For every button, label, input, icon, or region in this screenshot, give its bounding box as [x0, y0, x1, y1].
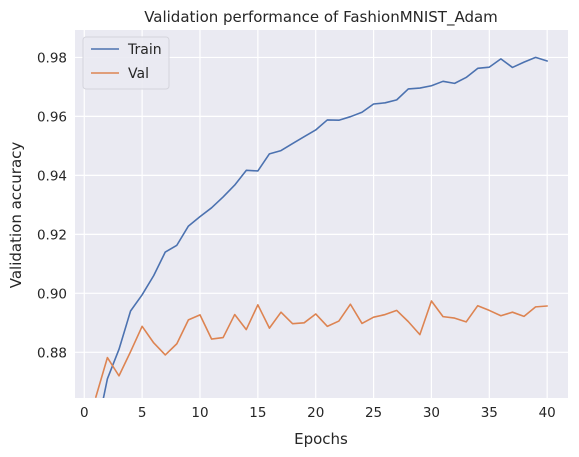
x-axis-label: Epochs	[294, 430, 348, 448]
x-tick-label: 30	[423, 405, 440, 421]
series-line-train	[102, 56, 548, 398]
x-tick-label: 0	[80, 405, 89, 421]
y-tick-label: 0.88	[37, 345, 67, 361]
gridlines	[75, 30, 568, 398]
x-tick-label: 10	[191, 405, 208, 421]
y-tick-label: 0.96	[37, 109, 67, 125]
y-axis-label: Validation accuracy	[7, 142, 25, 289]
series-line-val	[95, 300, 548, 398]
y-tick-label: 0.90	[37, 286, 67, 302]
y-tick-label: 0.94	[37, 168, 67, 184]
legend-label: Val	[128, 66, 149, 82]
plot-area	[75, 30, 568, 398]
legend-label: Train	[127, 42, 162, 58]
x-tick-label: 5	[138, 405, 147, 421]
x-tick-label: 15	[249, 405, 266, 421]
y-tick-label: 0.92	[37, 227, 67, 243]
chart-title: Validation performance of FashionMNIST_A…	[144, 8, 498, 27]
y-axis-ticks: 0.88 0.90 0.92 0.94 0.96 0.98	[37, 50, 67, 361]
legend: Train Val	[82, 36, 170, 90]
legend-box	[82, 36, 170, 90]
x-tick-label: 40	[539, 405, 556, 421]
x-tick-label: 20	[307, 405, 324, 421]
x-tick-label: 25	[365, 405, 382, 421]
x-axis-ticks: 0 5 10 15 20 25 30 35 40	[80, 405, 556, 421]
y-tick-label: 0.98	[37, 50, 67, 66]
x-tick-label: 35	[481, 405, 498, 421]
series-layer	[95, 56, 548, 398]
